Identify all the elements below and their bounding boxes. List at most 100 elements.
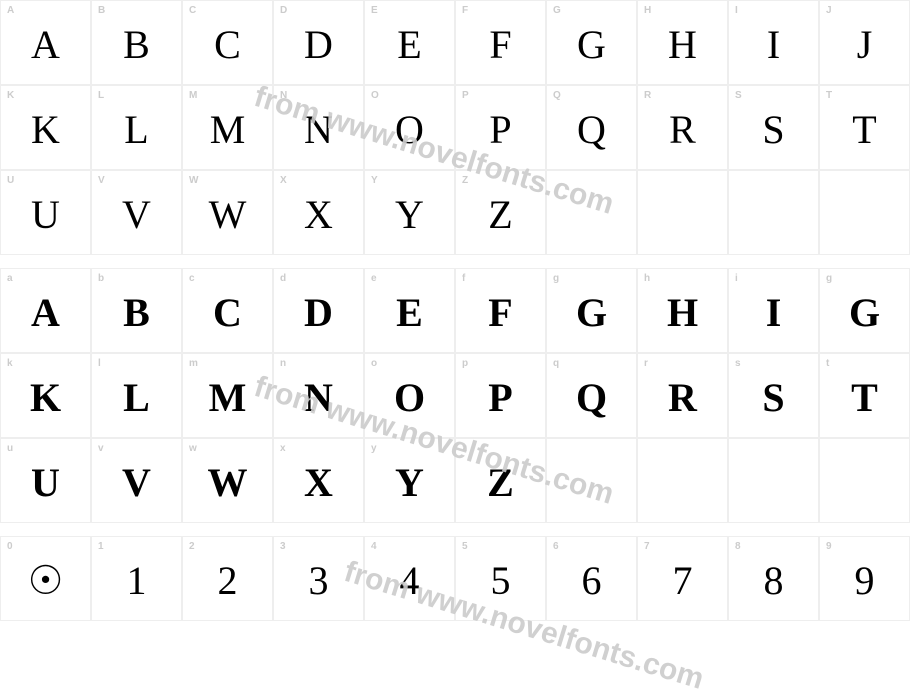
- cell-label: A: [7, 5, 14, 16]
- cell-glyph: Y: [365, 463, 454, 503]
- cell-glyph: M: [183, 110, 272, 150]
- cell-label: q: [553, 358, 559, 369]
- cell-glyph: R: [638, 378, 727, 418]
- cell-label: W: [189, 175, 198, 186]
- cell-label: a: [7, 273, 13, 284]
- cell-label: 2: [189, 541, 195, 552]
- glyph-cell: iI: [728, 268, 819, 353]
- cell-label: 7: [644, 541, 650, 552]
- cell-glyph: W: [183, 195, 272, 235]
- glyph-cell: dD: [273, 268, 364, 353]
- glyph-cell: sS: [728, 353, 819, 438]
- cell-glyph: L: [92, 110, 181, 150]
- cell-label: K: [7, 90, 14, 101]
- cell-glyph: C: [183, 25, 272, 65]
- glyph-cell: FF: [455, 0, 546, 85]
- glyph-cell: OO: [364, 85, 455, 170]
- glyph-cell: oO: [364, 353, 455, 438]
- cell-label: J: [826, 5, 832, 16]
- cell-label: f: [462, 273, 465, 284]
- glyph-cell: [546, 170, 637, 255]
- cell-label: g: [826, 273, 832, 284]
- cell-glyph: B: [92, 293, 181, 333]
- glyph-cell: wW: [182, 438, 273, 523]
- cell-glyph: W: [183, 463, 272, 503]
- glyph-section: aAbBcCdDeEfFgGhHiIgGkKlLmMnNoOpPqQrRsStT…: [0, 268, 910, 523]
- cell-label: I: [735, 5, 738, 16]
- cell-label: B: [98, 5, 105, 16]
- glyph-cell: 99: [819, 536, 910, 621]
- glyph-cell: YY: [364, 170, 455, 255]
- cell-glyph: 2: [183, 561, 272, 601]
- cell-label: S: [735, 90, 742, 101]
- cell-label: Q: [553, 90, 561, 101]
- glyph-cell: pP: [455, 353, 546, 438]
- glyph-cell: HH: [637, 0, 728, 85]
- cell-glyph: Z: [456, 195, 545, 235]
- cell-glyph: O: [365, 378, 454, 418]
- glyph-cell: yY: [364, 438, 455, 523]
- cell-label: b: [98, 273, 104, 284]
- glyph-cell: RR: [637, 85, 728, 170]
- cell-glyph: X: [274, 195, 363, 235]
- cell-glyph: A: [1, 25, 90, 65]
- glyph-cell: DD: [273, 0, 364, 85]
- cell-label: V: [98, 175, 105, 186]
- cell-label: p: [462, 358, 468, 369]
- cell-glyph: M: [183, 378, 272, 418]
- cell-glyph: 7: [638, 561, 727, 601]
- cell-label: e: [371, 273, 377, 284]
- cell-label: v: [98, 443, 104, 454]
- cell-glyph: H: [638, 293, 727, 333]
- cell-glyph: E: [365, 293, 454, 333]
- cell-glyph: I: [729, 293, 818, 333]
- cell-label: h: [644, 273, 650, 284]
- cell-glyph: G: [820, 293, 909, 333]
- cell-label: g: [553, 273, 559, 284]
- cell-label: t: [826, 358, 829, 369]
- glyph-cell: MM: [182, 85, 273, 170]
- cell-label: m: [189, 358, 198, 369]
- cell-glyph: O: [365, 110, 454, 150]
- cell-label: 6: [553, 541, 559, 552]
- cell-label: 1: [98, 541, 104, 552]
- cell-label: T: [826, 90, 832, 101]
- glyph-cell: WW: [182, 170, 273, 255]
- glyph-cell: [637, 438, 728, 523]
- cell-glyph: T: [820, 110, 909, 150]
- cell-glyph: 3: [274, 561, 363, 601]
- glyph-section: 0☉112233445566778899: [0, 536, 910, 621]
- glyph-cell: AA: [0, 0, 91, 85]
- cell-label: l: [98, 358, 101, 369]
- cell-glyph: P: [456, 110, 545, 150]
- glyph-cell: fF: [455, 268, 546, 353]
- cell-glyph: Q: [547, 110, 636, 150]
- cell-glyph: ☉: [1, 561, 90, 601]
- glyph-cell: SS: [728, 85, 819, 170]
- glyph-cell: zZ: [455, 438, 546, 523]
- glyph-cell: LL: [91, 85, 182, 170]
- glyph-cell: [637, 170, 728, 255]
- cell-glyph: D: [274, 293, 363, 333]
- cell-glyph: 6: [547, 561, 636, 601]
- cell-glyph: U: [1, 195, 90, 235]
- glyph-cell: [728, 170, 819, 255]
- cell-label: x: [280, 443, 286, 454]
- cell-glyph: 5: [456, 561, 545, 601]
- glyph-cell: tT: [819, 353, 910, 438]
- cell-label: w: [189, 443, 197, 454]
- glyph-cell: cC: [182, 268, 273, 353]
- cell-glyph: I: [729, 25, 818, 65]
- cell-label: z: [462, 443, 467, 454]
- cell-label: d: [280, 273, 286, 284]
- glyph-cell: 77: [637, 536, 728, 621]
- cell-label: 3: [280, 541, 286, 552]
- cell-label: O: [371, 90, 379, 101]
- cell-label: c: [189, 273, 195, 284]
- cell-glyph: L: [92, 378, 181, 418]
- cell-label: u: [7, 443, 13, 454]
- cell-label: i: [735, 273, 738, 284]
- glyph-cell: II: [728, 0, 819, 85]
- cell-label: H: [644, 5, 651, 16]
- glyph-cell: 0☉: [0, 536, 91, 621]
